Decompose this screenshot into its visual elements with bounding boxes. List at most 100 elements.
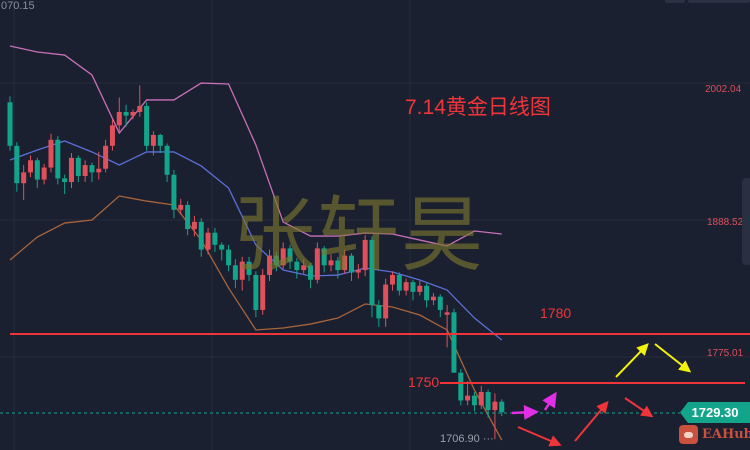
candle — [96, 151, 102, 180]
watermark: 张轩昊 — [233, 188, 486, 283]
candle — [62, 174, 68, 195]
candle — [82, 160, 88, 183]
price-scale-handle[interactable] — [742, 178, 750, 265]
candle-body — [205, 232, 211, 250]
candle — [389, 271, 395, 291]
candle — [499, 399, 505, 417]
candle — [260, 268, 266, 315]
candle — [403, 278, 409, 296]
candle — [410, 279, 416, 301]
candle-body — [492, 401, 498, 411]
candle — [27, 155, 33, 178]
candle — [287, 244, 293, 269]
candle-body — [321, 248, 327, 266]
candle-body — [48, 139, 54, 168]
candle-body — [260, 274, 266, 310]
annotation-arrows — [511, 343, 692, 447]
level-label-1780: 1780 — [540, 305, 572, 321]
candle-body — [369, 239, 375, 306]
candle-body — [34, 160, 40, 180]
candle — [362, 235, 368, 277]
candle-body — [349, 255, 354, 273]
candle — [41, 163, 47, 185]
candle-body — [280, 248, 286, 266]
y-tick-label: 1888.52 — [707, 217, 744, 228]
candle-body — [451, 312, 457, 373]
candle — [226, 244, 232, 272]
candle — [164, 143, 170, 183]
candle-body — [116, 112, 122, 126]
candle — [239, 256, 245, 291]
candle — [205, 227, 211, 255]
candle-body — [232, 265, 238, 280]
candle — [212, 227, 218, 253]
candle-body — [178, 204, 184, 210]
candle — [328, 254, 334, 272]
candle — [253, 271, 259, 318]
y-tick-label-top: 070.15 — [1, 0, 35, 12]
arrow-magenta-right — [511, 404, 539, 420]
upper-band-line — [9, 45, 502, 247]
candle — [424, 283, 430, 308]
candle — [157, 133, 163, 154]
candle — [342, 249, 348, 274]
candle — [198, 218, 204, 257]
lower-band-line — [9, 195, 503, 441]
candle — [492, 393, 498, 440]
candle-body — [185, 204, 191, 230]
candle — [137, 85, 143, 117]
candle-body — [150, 134, 156, 146]
arrow-red-down — [624, 397, 654, 418]
y-tick-label: 1775.01 — [707, 348, 744, 359]
candle-body — [485, 392, 491, 411]
candle — [321, 245, 327, 273]
candle-body — [123, 112, 129, 116]
toolbar-button[interactable] — [665, 0, 685, 3]
candle-body — [109, 125, 115, 146]
chart-title: 7.14黄金日线图 — [405, 96, 551, 119]
candle-body — [458, 372, 464, 401]
candle-body — [328, 260, 334, 266]
robot-icon — [679, 425, 698, 444]
candle-body — [294, 261, 300, 271]
candle — [267, 249, 273, 281]
candle-body — [308, 265, 314, 280]
candle — [130, 109, 136, 120]
candle — [191, 215, 197, 237]
candle-body — [417, 285, 423, 292]
brand-logo: EAHub — [679, 425, 750, 444]
candle-body — [171, 174, 177, 210]
candle — [219, 242, 225, 261]
candle — [301, 259, 307, 274]
arrow-red-down — [517, 426, 562, 447]
candle — [55, 136, 61, 185]
candle — [355, 264, 361, 279]
candle-body — [403, 282, 409, 291]
candle-body — [273, 255, 279, 266]
candle-body — [389, 274, 395, 285]
candle-body — [7, 102, 13, 146]
candle — [308, 262, 314, 289]
candle-body — [246, 261, 252, 275]
candle-body — [355, 270, 361, 273]
candle — [185, 201, 191, 236]
candle — [451, 308, 457, 373]
candle — [89, 162, 95, 183]
candle-body — [89, 165, 95, 173]
candle-body — [212, 232, 218, 245]
candle-body — [383, 284, 389, 319]
candle-body — [27, 160, 33, 173]
toolbar-button[interactable] — [688, 0, 750, 3]
candle — [417, 280, 423, 296]
candle-body — [253, 274, 259, 310]
candle-body — [96, 168, 102, 173]
candle-body — [157, 134, 163, 146]
candle-body — [444, 312, 450, 315]
candle — [116, 97, 122, 132]
candle-body — [376, 305, 382, 319]
candle-body — [287, 248, 293, 262]
candle-body — [478, 392, 484, 406]
candle — [458, 369, 464, 406]
